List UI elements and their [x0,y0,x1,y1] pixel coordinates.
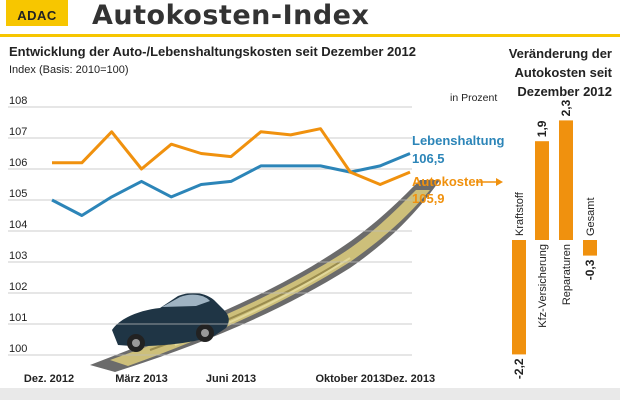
bar-chart-title: Veränderung der Autokosten seit Dezember… [508,46,612,99]
arrow-head-icon [496,178,503,186]
y-axis-ticks: 100 101 102 103 104 105 106 107 108 [9,95,27,355]
bar-gesamt [583,240,597,256]
y-tick-label: 104 [9,219,27,231]
series-end-labels: Lebenshaltung 106,5 Autokosten 105,9 [412,133,505,206]
x-axis-ticks: Dez. 2012 März 2013 Juni 2013 Oktober 2013 D… [24,373,435,385]
bar-category-label: Reparaturen [561,244,573,305]
line-chart-subtitle: Index (Basis: 2010=100) [9,64,129,76]
line-chart-title: Entwicklung der Auto-/Lebenshaltungskost… [9,44,416,59]
car-icon [112,292,229,352]
bar-kfz-versicherung [535,141,549,240]
y-tick-label: 107 [9,126,27,138]
x-tick-label: März 2013 [115,373,168,385]
bar-category-label: Kraftstoff [514,191,526,236]
line-chart-grid [8,106,412,356]
bar-chart-unit: in Prozent [450,92,498,104]
series-value-autokosten: 105,9 [412,191,445,206]
bar-reparaturen [559,120,573,240]
x-tick-label: Juni 2013 [206,373,256,385]
y-tick-label: 105 [9,188,27,200]
y-tick-label: 100 [9,343,27,355]
y-tick-label: 106 [9,157,27,169]
y-tick-label: 101 [9,312,27,324]
series-line-lebenshaltung [51,152,411,217]
x-tick-label: Dez. 2013 [385,373,435,385]
y-tick-label: 103 [9,250,27,262]
x-tick-label: Oktober 2013 [315,373,385,385]
header [0,0,620,33]
line-series [51,127,411,217]
x-tick-label: Dez. 2012 [24,373,74,385]
header-divider [0,34,620,37]
bar-value-label: -2,2 [512,358,526,379]
bar-value-label: 2,3 [559,99,573,116]
bar-value-label: 1,9 [535,120,549,137]
footer-strip [0,388,620,400]
y-tick-label: 108 [9,95,27,107]
bar-kraftstoff [512,240,526,355]
series-name-lebenshaltung: Lebenshaltung [412,133,505,148]
series-value-lebenshaltung: 106,5 [412,151,445,166]
y-tick-label: 102 [9,281,27,293]
bar-chart: -2,2 Kraftstoff 1,9 Kfz-Versicherung 2,3 Repa… [512,99,597,379]
series-name-autokosten: Autokosten [412,174,484,189]
bar-category-label: Kfz-Versicherung [537,244,549,328]
bar-category-label: Gesamt [585,197,597,236]
bar-value-label: -0,3 [583,259,597,280]
adac-logo: ADAC [6,0,68,26]
road-car-illustration [90,180,440,372]
page-title: Autokosten-Index [92,0,370,31]
